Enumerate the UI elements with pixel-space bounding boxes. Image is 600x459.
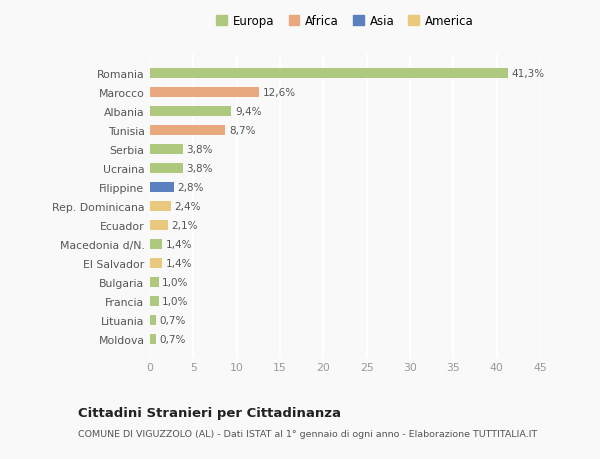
Text: 2,4%: 2,4%: [174, 202, 201, 212]
Legend: Europa, Africa, Asia, America: Europa, Africa, Asia, America: [214, 12, 476, 30]
Text: 12,6%: 12,6%: [263, 88, 296, 98]
Text: 2,8%: 2,8%: [178, 183, 204, 193]
Bar: [150, 334, 156, 344]
Bar: [150, 220, 168, 231]
Text: 9,4%: 9,4%: [235, 107, 262, 117]
Text: 3,8%: 3,8%: [187, 164, 213, 174]
Bar: [150, 126, 226, 136]
Text: 1,0%: 1,0%: [162, 296, 188, 306]
Text: COMUNE DI VIGUZZOLO (AL) - Dati ISTAT al 1° gennaio di ogni anno - Elaborazione : COMUNE DI VIGUZZOLO (AL) - Dati ISTAT al…: [78, 429, 537, 438]
Bar: [150, 202, 171, 212]
Text: 0,7%: 0,7%: [160, 315, 186, 325]
Text: 0,7%: 0,7%: [160, 334, 186, 344]
Bar: [150, 239, 162, 250]
Bar: [150, 258, 162, 269]
Text: 8,7%: 8,7%: [229, 126, 256, 136]
Text: 1,4%: 1,4%: [166, 240, 192, 249]
Bar: [150, 88, 259, 98]
Bar: [150, 315, 156, 325]
Text: 41,3%: 41,3%: [511, 69, 545, 79]
Text: 1,4%: 1,4%: [166, 258, 192, 269]
Bar: [150, 145, 183, 155]
Bar: [150, 296, 158, 307]
Bar: [150, 163, 183, 174]
Text: 3,8%: 3,8%: [187, 145, 213, 155]
Bar: [150, 69, 508, 79]
Bar: [150, 106, 232, 117]
Text: Cittadini Stranieri per Cittadinanza: Cittadini Stranieri per Cittadinanza: [78, 406, 341, 419]
Bar: [150, 277, 158, 287]
Text: 1,0%: 1,0%: [162, 277, 188, 287]
Text: 2,1%: 2,1%: [172, 220, 198, 230]
Bar: [150, 182, 174, 193]
